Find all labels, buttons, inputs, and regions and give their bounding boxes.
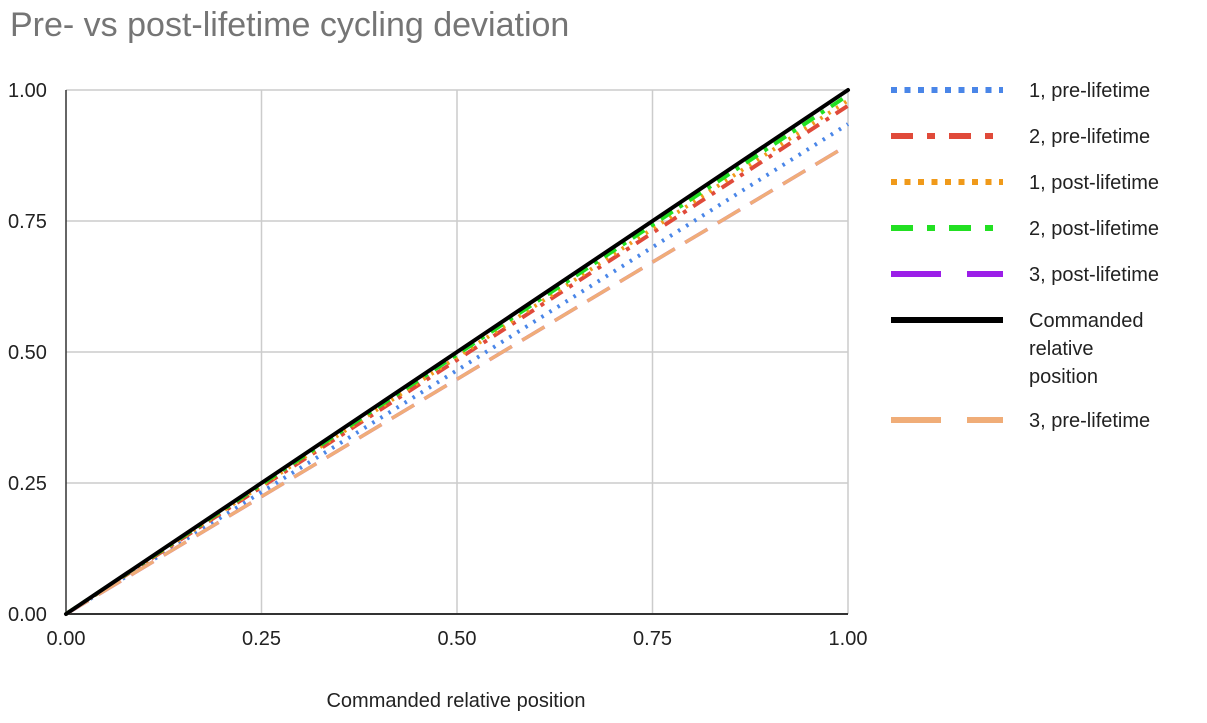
series-line <box>64 93 850 616</box>
series-line <box>64 98 850 616</box>
tick-labels: 0.00 0.25 0.50 0.75 1.00 0.00 0.25 0.50 0.75 1.00 <box>8 80 867 650</box>
legend-label: 3, pre-lifetime <box>1029 410 1150 432</box>
series-lines <box>64 88 850 616</box>
legend-label: 2, post-lifetime <box>1029 218 1159 240</box>
chart-title: Pre- vs post-lifetime cycling deviation <box>10 6 570 44</box>
y-tick-label: 0.25 <box>8 473 47 495</box>
series-line <box>64 88 850 616</box>
x-tick-label: 1.00 <box>829 628 868 650</box>
legend-label: 2, pre-lifetime <box>1029 126 1150 148</box>
axes <box>65 90 848 615</box>
legend: 1, pre-lifetime 2, pre-lifetime 1, post-li… <box>891 80 1159 432</box>
legend-label: Commanded relative position <box>1029 310 1144 388</box>
series-line <box>65 143 849 616</box>
x-tick-label: 0.00 <box>47 628 86 650</box>
x-axis-title: Commanded relative position <box>326 690 585 712</box>
y-tick-label: 0.75 <box>8 211 47 233</box>
legend-label: 1, pre-lifetime <box>1029 80 1150 102</box>
y-tick-label: 0.50 <box>8 342 47 364</box>
series-line <box>64 122 850 616</box>
y-tick-label: 1.00 <box>8 80 47 102</box>
y-tick-label: 0.00 <box>8 604 47 626</box>
x-tick-label: 0.25 <box>242 628 281 650</box>
legend-label: 1, post-lifetime <box>1029 172 1159 194</box>
legend-label: 3, post-lifetime <box>1029 264 1159 286</box>
series-line <box>64 104 850 616</box>
x-tick-label: 0.75 <box>633 628 672 650</box>
x-tick-label: 0.50 <box>438 628 477 650</box>
